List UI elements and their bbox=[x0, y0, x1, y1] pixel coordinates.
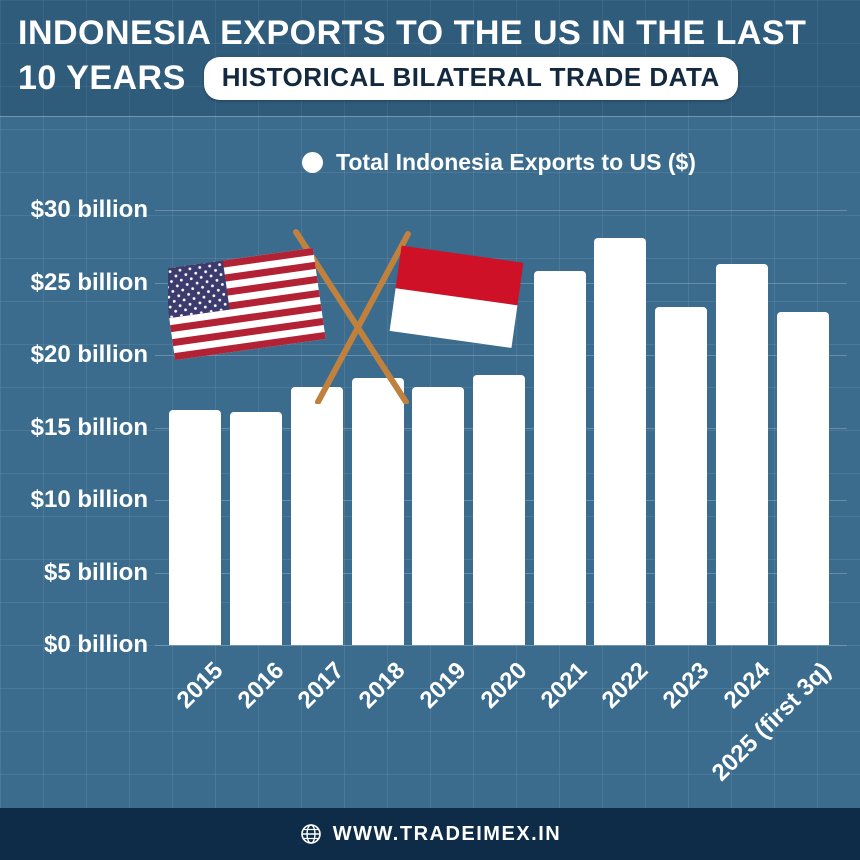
x-tick-label: 2016 bbox=[232, 657, 290, 714]
indonesia-flag-icon bbox=[389, 245, 524, 348]
bar-2019 bbox=[412, 386, 465, 645]
legend-marker-icon bbox=[302, 152, 324, 173]
legend: Total Indonesia Exports to US ($) bbox=[165, 149, 833, 176]
website-text: WWW.TRADEIMEX.IN bbox=[332, 822, 562, 845]
gridline-30 bbox=[155, 210, 847, 211]
y-tick-label: $15 billion bbox=[30, 413, 148, 441]
x-tick-label: 2017 bbox=[293, 657, 350, 714]
x-tick-label: 2015 bbox=[171, 657, 229, 714]
page-title-line1: INDONESIA EXPORTS TO THE US IN THE LAST bbox=[18, 14, 807, 52]
gridline-0 bbox=[155, 645, 847, 646]
x-tick-label: 2021 bbox=[535, 657, 593, 714]
us-flag-icon bbox=[168, 247, 326, 361]
x-tick-label: 2020 bbox=[475, 657, 533, 714]
header-band: INDONESIA EXPORTS TO THE US IN THE LAST … bbox=[0, 0, 860, 117]
bar-2023 bbox=[655, 307, 708, 645]
x-tick-label: 2022 bbox=[596, 657, 654, 714]
bar-2024 bbox=[715, 263, 768, 645]
bar-2021 bbox=[533, 270, 586, 645]
bar-2025 (first 3q) bbox=[776, 311, 829, 645]
y-tick-label: $10 billion bbox=[30, 486, 148, 513]
title-badge: HISTORICAL BILATERAL TRADE DATA bbox=[203, 56, 738, 100]
bar-2016 bbox=[230, 411, 283, 645]
y-tick-label: $30 billion bbox=[30, 196, 148, 223]
plot-area bbox=[155, 210, 847, 646]
bar-2022 bbox=[594, 237, 647, 645]
bar-2020 bbox=[473, 375, 525, 645]
gridline-20 bbox=[155, 355, 847, 356]
page-title-line2: 10 YEARS bbox=[18, 58, 186, 97]
y-tick-label: $25 billion bbox=[30, 268, 148, 296]
bar-2018 bbox=[351, 378, 404, 645]
bar-2017 bbox=[290, 386, 343, 645]
bar-2015 bbox=[169, 410, 222, 645]
x-tick-label: 2018 bbox=[353, 657, 411, 714]
x-tick-label: 2019 bbox=[414, 657, 472, 714]
y-axis: $0 billion $5 billion $10 billion $15 billi… bbox=[0, 196, 148, 658]
title-row: 10 YEARS HISTORICAL BILATERAL TRADE DATA bbox=[18, 56, 842, 100]
y-tick-label: $5 billion bbox=[43, 558, 148, 586]
footer-bar: WWW.TRADEIMEX.IN bbox=[0, 808, 860, 860]
legend-label: Total Indonesia Exports to US ($) bbox=[336, 149, 696, 175]
crossed-flags bbox=[168, 229, 524, 404]
globe-icon bbox=[300, 824, 321, 844]
y-tick-label: $20 billion bbox=[30, 341, 148, 368]
x-tick-label: 2023 bbox=[657, 657, 715, 714]
y-tick-label: $0 billion bbox=[43, 631, 148, 658]
